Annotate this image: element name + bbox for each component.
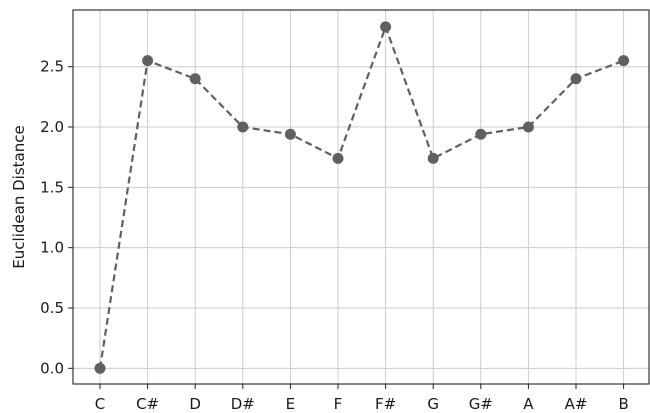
y-axis-label: Euclidean Distance	[10, 125, 28, 268]
data-point	[94, 362, 106, 374]
data-point	[142, 55, 154, 67]
data-point	[475, 128, 487, 140]
x-tick-label: E	[286, 395, 295, 413]
x-tick-label: D#	[231, 395, 255, 413]
x-tick-label: A	[523, 395, 534, 413]
data-point	[380, 21, 392, 33]
y-tick-label: 2.5	[40, 58, 64, 76]
y-tick-label: 1.0	[40, 239, 64, 257]
y-tick-label: 2.0	[40, 118, 64, 136]
series-line	[98, 23, 624, 369]
data-point	[427, 152, 439, 164]
x-tick-label: B	[618, 395, 628, 413]
x-tick-label: G#	[469, 395, 493, 413]
x-tick-label: F#	[375, 395, 396, 413]
x-tick-label: C#	[136, 395, 159, 413]
grid-lines	[73, 10, 649, 384]
data-point	[522, 121, 534, 133]
plot-frame	[72, 9, 650, 385]
x-tick-label: C	[95, 395, 105, 413]
axis-ticks: C C# D D# E F F# G G# A A# B 0.0 0.5 1.0 1.5 2.0 2.5	[40, 58, 629, 413]
x-tick-label: D	[189, 395, 201, 413]
y-tick-label: 0.5	[40, 299, 64, 317]
series-layer	[94, 21, 630, 374]
data-point	[570, 73, 582, 85]
data-point	[189, 73, 201, 85]
x-tick-label: G	[427, 395, 439, 413]
data-point	[618, 55, 630, 67]
data-point	[332, 152, 344, 164]
data-point	[237, 121, 249, 133]
x-tick-label: A#	[565, 395, 588, 413]
y-tick-label: 1.5	[40, 178, 64, 196]
data-point	[284, 128, 296, 140]
y-tick-label: 0.0	[40, 359, 64, 377]
x-tick-label: F	[334, 395, 343, 413]
